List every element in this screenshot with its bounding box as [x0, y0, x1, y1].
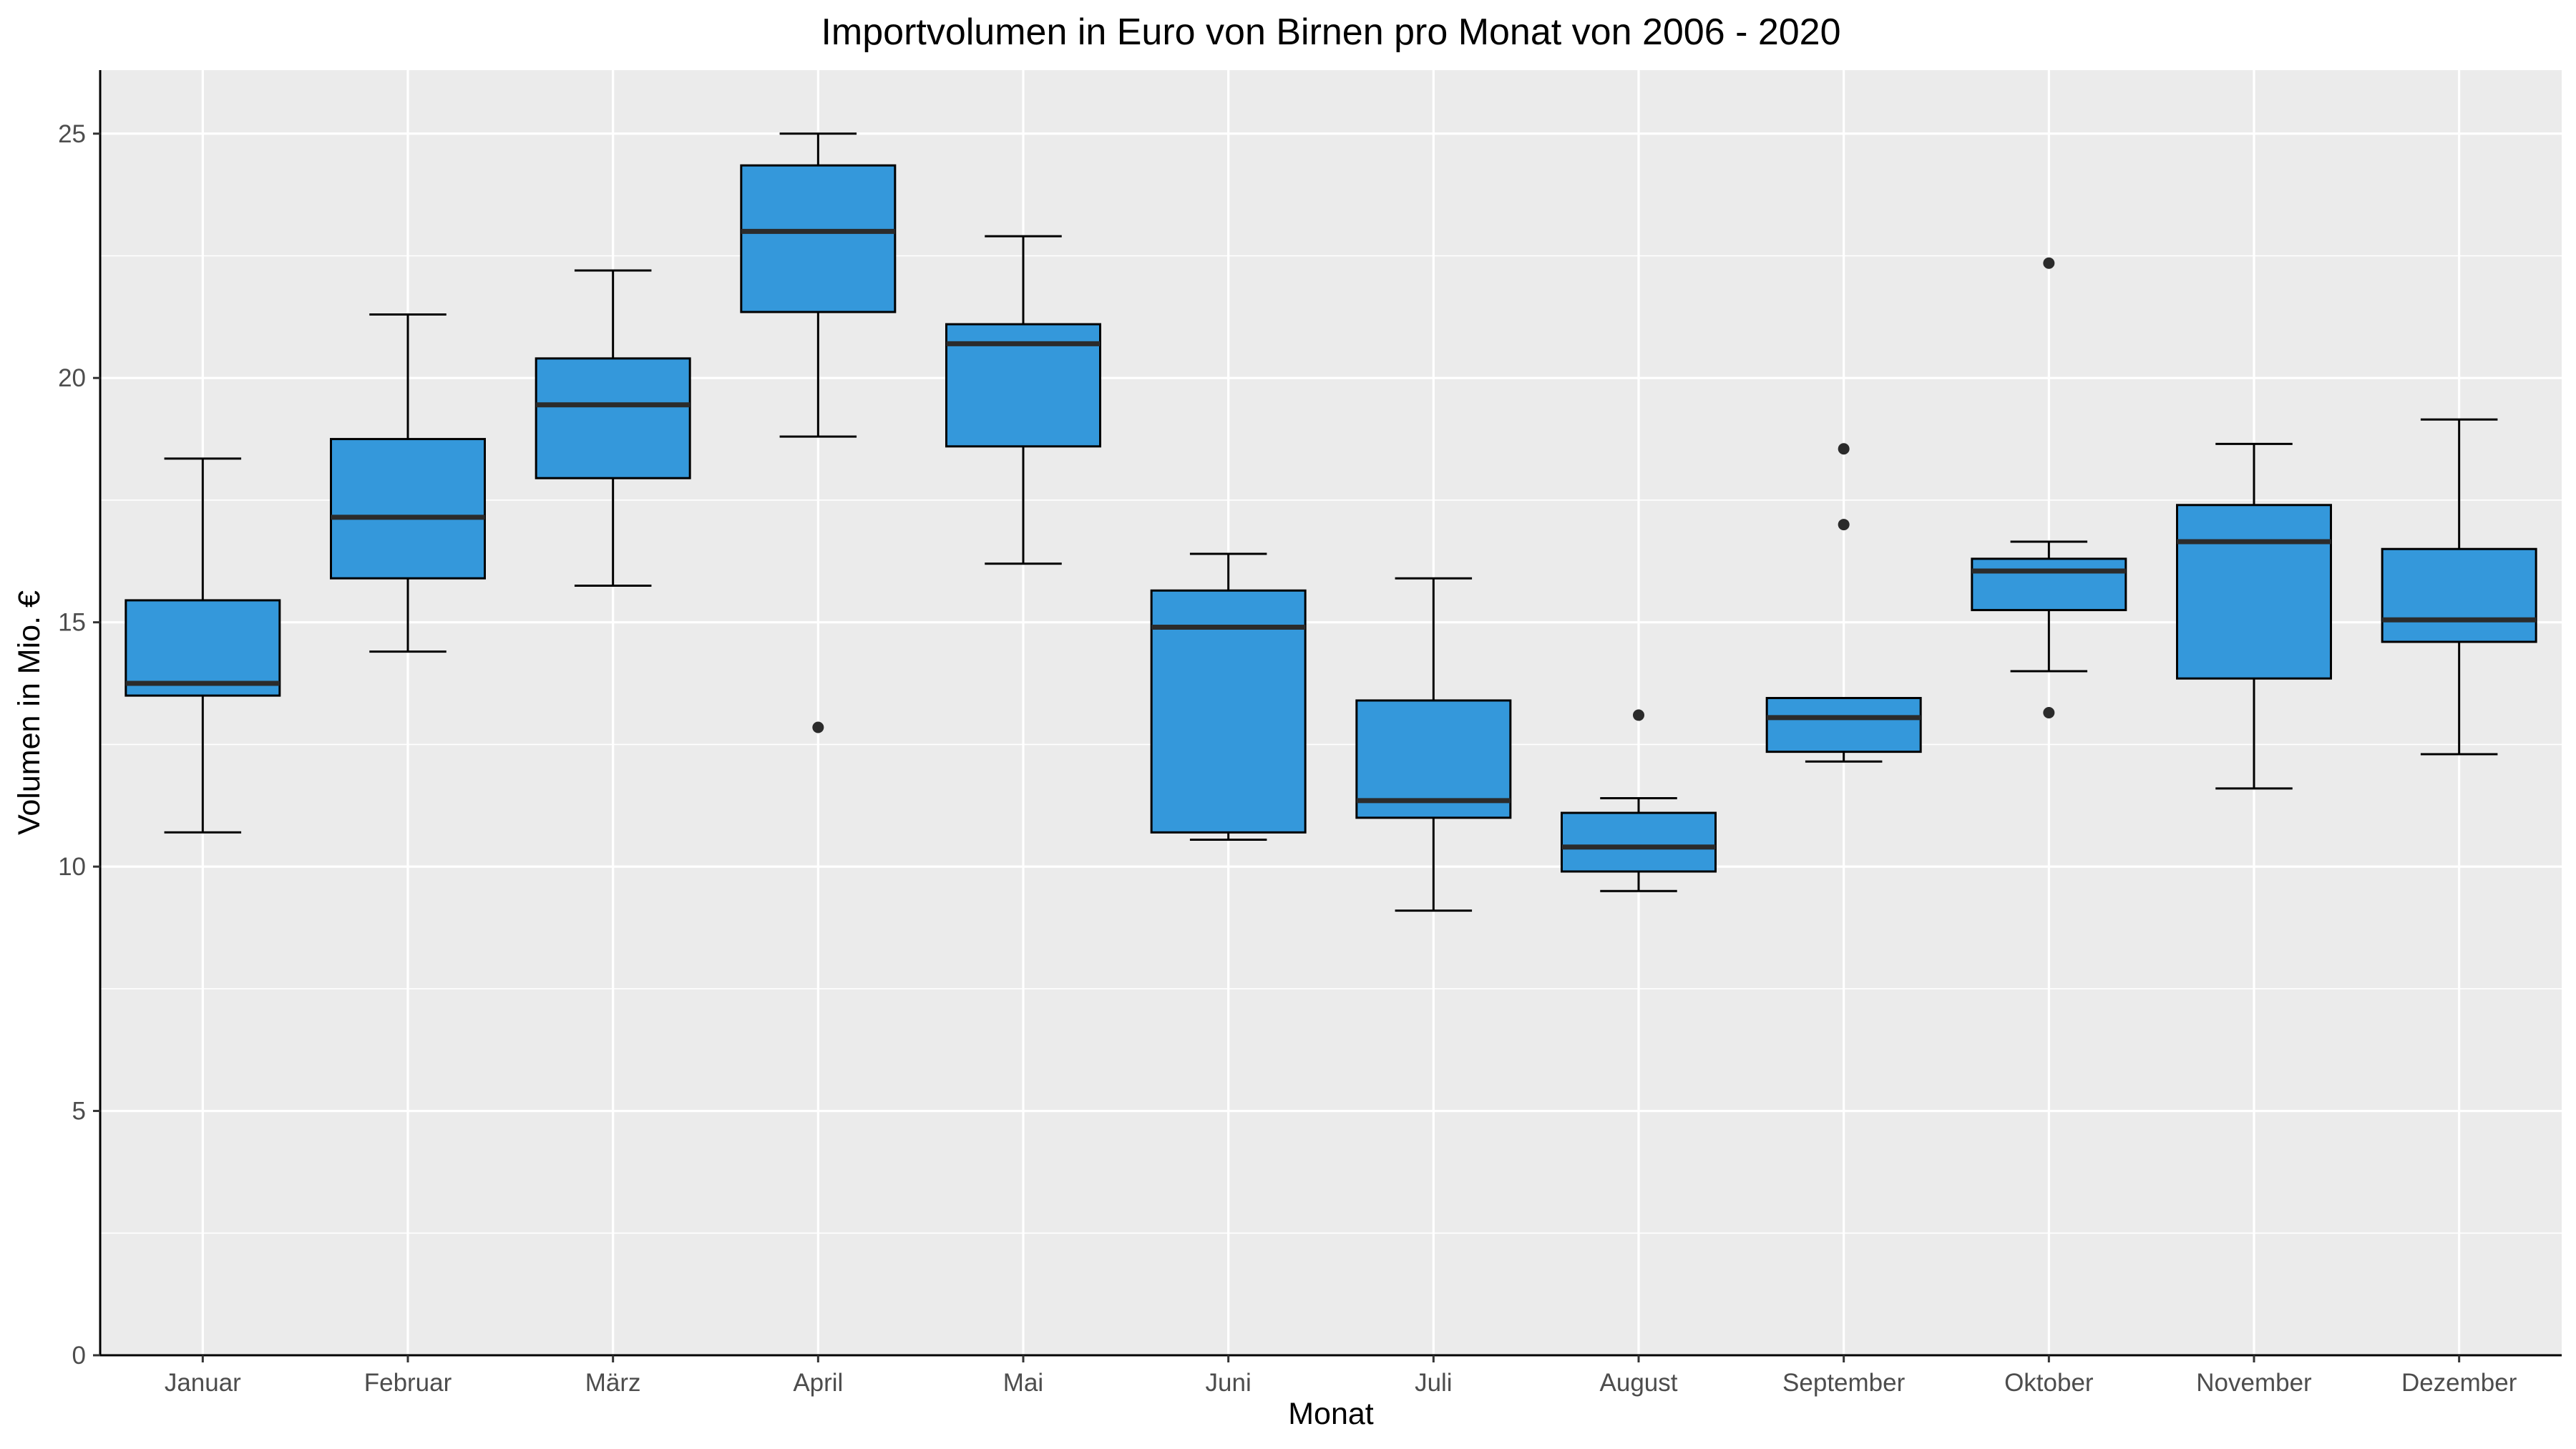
chart-title: Importvolumen in Euro von Birnen pro Mon…	[821, 11, 1840, 53]
x-tick-label: April	[793, 1369, 843, 1397]
x-tick-label: März	[585, 1369, 641, 1397]
box-iqr	[2176, 504, 2332, 680]
box-iqr	[1971, 557, 2127, 612]
outlier-point	[812, 721, 824, 733]
outlier-point	[1838, 443, 1850, 455]
y-axis-title: Volumen in Mio. €	[12, 590, 47, 835]
x-tick-label: Januar	[165, 1369, 241, 1397]
box-Dezember	[2381, 418, 2537, 756]
x-tick-label: August	[1600, 1369, 1678, 1397]
box-iqr	[1561, 811, 1717, 873]
outlier-point	[1838, 519, 1850, 531]
box-Mai	[945, 235, 1101, 565]
minor-gridlines	[100, 255, 2562, 1234]
outlier-point	[1633, 709, 1644, 721]
x-tick-label: Dezember	[2401, 1369, 2517, 1397]
box-November	[2176, 442, 2332, 790]
x-tick-label: Juli	[1415, 1369, 1453, 1397]
box-April	[740, 132, 897, 733]
box-iqr	[740, 164, 897, 313]
x-tick-label: September	[1782, 1369, 1906, 1397]
box-iqr	[535, 357, 691, 479]
x-tick-label: Juni	[1206, 1369, 1252, 1397]
box-iqr	[2381, 547, 2537, 643]
y-tick-label: 20	[58, 364, 86, 392]
y-tick-label: 15	[58, 609, 86, 637]
box-September	[1765, 443, 1922, 763]
y-tick-label: 5	[72, 1098, 86, 1126]
box-Januar	[125, 457, 281, 834]
y-axis-ticks: 0 5 10 15 20 25	[58, 120, 100, 1370]
box-August	[1561, 709, 1717, 892]
y-tick-label: 25	[58, 120, 86, 148]
box-iqr	[330, 438, 486, 580]
x-tick-label: Februar	[364, 1369, 452, 1397]
x-tick-label: Mai	[1003, 1369, 1043, 1397]
box-Februar	[330, 313, 486, 653]
box-series	[125, 132, 2537, 912]
box-Juni	[1150, 552, 1307, 841]
plot-panel	[100, 70, 2562, 1355]
x-axis-ticks: Januar Februar März April Mai Juni Juli August S…	[165, 1355, 2517, 1397]
outlier-point	[2043, 257, 2055, 269]
x-tick-label: Oktober	[2004, 1369, 2094, 1397]
box-iqr	[125, 599, 281, 697]
x-tick-label: November	[2196, 1369, 2312, 1397]
outlier-point	[2043, 707, 2055, 718]
box-Oktober	[1971, 257, 2127, 718]
box-Juli	[1355, 577, 1512, 912]
box-iqr	[1765, 697, 1922, 753]
y-tick-label: 10	[58, 853, 86, 881]
box-März	[535, 269, 691, 587]
y-tick-label: 0	[72, 1342, 86, 1370]
box-iqr	[1150, 589, 1307, 834]
x-axis-title: Monat	[1288, 1397, 1374, 1431]
